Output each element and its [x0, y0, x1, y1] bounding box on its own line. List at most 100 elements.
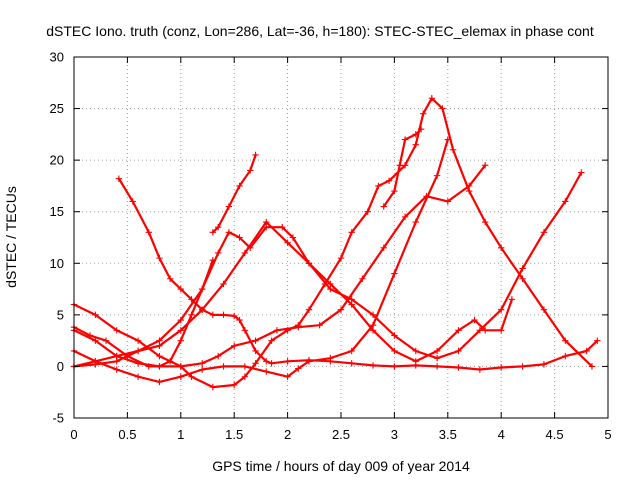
- data-point: [369, 321, 377, 329]
- y-tick-label: 30: [50, 50, 64, 65]
- data-point: [156, 352, 163, 360]
- data-point: [562, 198, 569, 205]
- data-point: [252, 151, 259, 159]
- grid-layer: [74, 57, 608, 418]
- data-point: [391, 332, 398, 339]
- data-point: [498, 327, 505, 334]
- data-point: [476, 366, 484, 373]
- data-point: [241, 249, 249, 257]
- data-point: [198, 306, 206, 313]
- data-point: [391, 187, 398, 195]
- y-axis-label: dSTEC / TECUs: [3, 186, 19, 288]
- data-point: [391, 347, 398, 355]
- data-point: [391, 363, 398, 370]
- data-point: [92, 337, 99, 344]
- data-point: [177, 363, 184, 370]
- data-point: [86, 332, 94, 339]
- data-point: [145, 229, 152, 236]
- data-point: [241, 373, 249, 380]
- data-point: [231, 312, 238, 320]
- data-point: [134, 337, 142, 344]
- data-point: [263, 368, 270, 375]
- data-point: [115, 175, 123, 182]
- data-point: [540, 229, 548, 236]
- data-point: [134, 373, 142, 380]
- x-tick-label: 0.5: [118, 427, 136, 442]
- data-point: [337, 254, 345, 262]
- data-point: [247, 167, 254, 174]
- data-point: [519, 265, 526, 272]
- data-point: [578, 169, 585, 176]
- data-point: [348, 360, 355, 367]
- data-point: [284, 358, 291, 365]
- data-point: [236, 316, 243, 324]
- x-tick-label: 5: [604, 427, 611, 442]
- data-point: [177, 316, 184, 324]
- data-point: [449, 146, 457, 154]
- data-point: [268, 360, 275, 367]
- data-point: [198, 285, 206, 293]
- data-point: [348, 229, 355, 236]
- y-tick-label: 15: [50, 204, 64, 219]
- data-point: [198, 366, 206, 373]
- series-line: [117, 177, 599, 371]
- data-point: [156, 342, 163, 349]
- data-point: [433, 354, 441, 362]
- data-point: [284, 239, 291, 246]
- data-series: [380, 126, 425, 210]
- x-tick-label: 3.5: [439, 427, 457, 442]
- data-point: [337, 306, 345, 313]
- data-point: [177, 373, 184, 380]
- data-point: [412, 358, 419, 365]
- data-point: [268, 337, 275, 344]
- data-point: [295, 365, 302, 372]
- data-point: [241, 327, 249, 334]
- data-point: [391, 270, 398, 277]
- data-point: [348, 301, 355, 308]
- y-tick-label: 10: [50, 256, 64, 271]
- data-point: [209, 229, 217, 236]
- data-point: [156, 363, 163, 370]
- data-point: [412, 141, 419, 148]
- data-point: [444, 198, 451, 205]
- y-tick-label: 25: [50, 101, 64, 116]
- data-point: [455, 347, 462, 355]
- data-series: [70, 136, 451, 386]
- data-point: [401, 213, 409, 221]
- x-tick-label: 1.5: [225, 427, 243, 442]
- data-point: [465, 187, 473, 195]
- data-series: [70, 218, 516, 370]
- data-point: [252, 337, 259, 344]
- data-point: [396, 162, 403, 169]
- data-point: [412, 218, 419, 226]
- data-point: [481, 162, 489, 169]
- data-point: [348, 347, 355, 355]
- data-point: [327, 280, 334, 288]
- data-point: [380, 203, 387, 210]
- data-point: [562, 352, 569, 360]
- data-point: [364, 208, 371, 215]
- data-point: [188, 311, 195, 319]
- data-point: [129, 198, 136, 205]
- data-point: [412, 131, 419, 138]
- data-point: [439, 105, 446, 112]
- data-point: [198, 360, 206, 367]
- data-point: [476, 327, 484, 334]
- data-point: [263, 218, 270, 226]
- data-point: [305, 306, 313, 313]
- data-point: [316, 321, 323, 329]
- data-point: [471, 316, 478, 324]
- data-point: [236, 182, 243, 190]
- data-point: [562, 337, 569, 344]
- data-point: [225, 229, 233, 236]
- y-tick-label: -5: [52, 411, 64, 426]
- data-point: [594, 337, 601, 344]
- data-point: [359, 275, 366, 282]
- data-series: [70, 169, 585, 370]
- series-line: [72, 138, 449, 383]
- data-point: [214, 352, 222, 360]
- x-tick-label: 1: [177, 427, 184, 442]
- data-point: [455, 364, 462, 371]
- data-point: [166, 275, 174, 282]
